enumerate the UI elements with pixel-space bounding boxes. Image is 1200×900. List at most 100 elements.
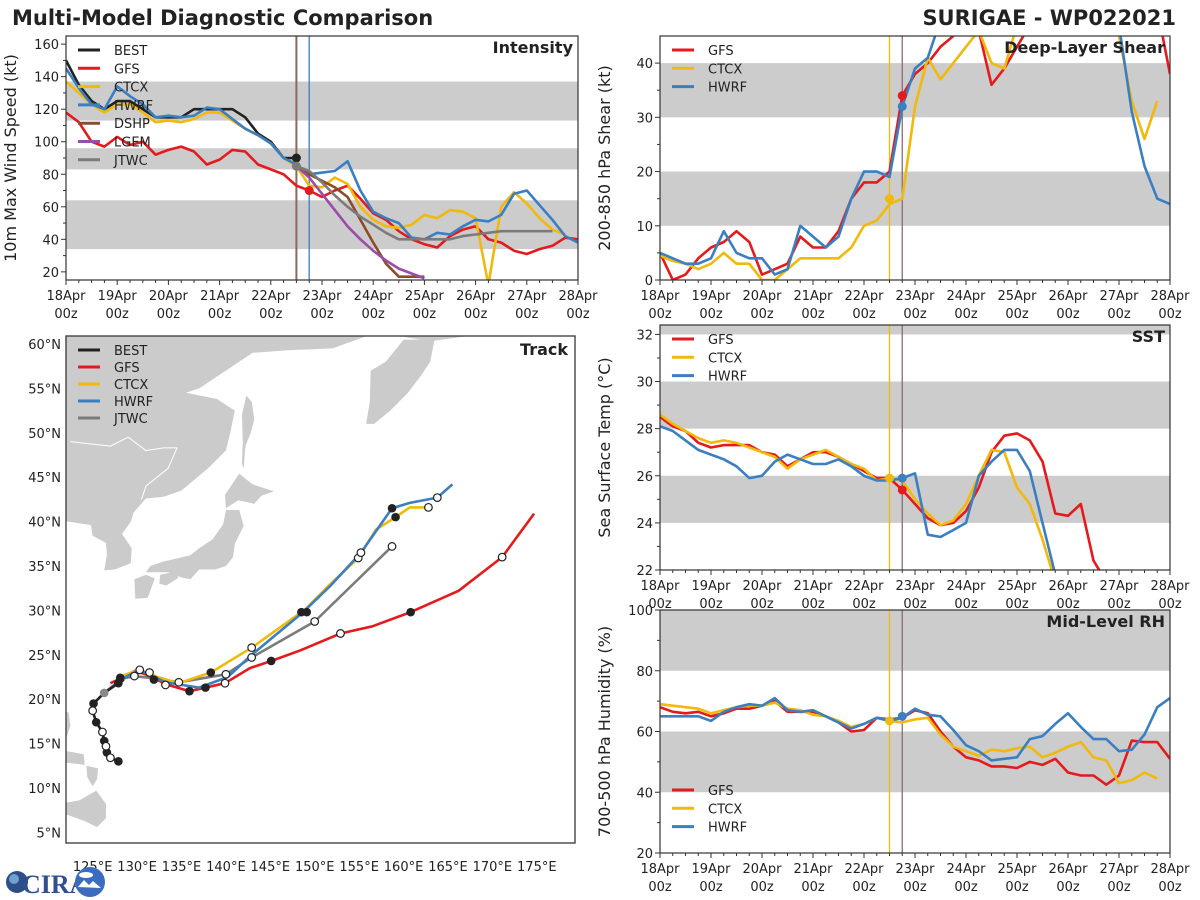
lat-tick-label: 50°N	[28, 427, 61, 442]
land-mass	[225, 473, 274, 509]
legend-label-hwrf: HWRF	[114, 99, 153, 114]
track-point-filled	[387, 503, 397, 513]
x-tick-label-hour: 00z	[699, 880, 723, 895]
y-tick-label: 80	[636, 665, 653, 680]
legend-label-gfs: GFS	[708, 44, 734, 59]
shear-panel: 0 10 20 30 40 18Apr 00z 19Apr 00z 20Apr 00z 21Apr 00…	[595, 35, 1190, 322]
x-tick-label: 21Apr	[200, 289, 240, 304]
legend-label-hwrf: HWRF	[708, 81, 747, 96]
shaded-band	[660, 325, 1170, 335]
x-tick-label-hour: 00z	[1107, 880, 1131, 895]
series-line-hwrf	[660, 425, 1056, 570]
x-tick-label: 28Apr	[558, 289, 598, 304]
track-point-open	[387, 542, 397, 551]
track-point-filled	[266, 656, 276, 666]
legend-label-ctcx: CTCX	[708, 802, 742, 817]
track-point-filled	[149, 675, 159, 684]
lat-tick-label: 60°N	[28, 338, 61, 353]
panel-title: Track	[520, 340, 568, 359]
track-point-open	[356, 548, 366, 558]
series-line-hwrf	[660, 36, 1170, 276]
x-tick-label-hour: 00z	[750, 307, 774, 322]
x-tick-label: 26Apr	[1048, 862, 1088, 877]
x-tick-label: 26Apr	[1048, 289, 1088, 304]
track-point-open	[247, 643, 257, 653]
shear-plot-area	[660, 36, 1170, 280]
init-marker-hwrf	[897, 101, 907, 111]
legend-label-best: BEST	[114, 44, 147, 59]
x-tick-label: 23Apr	[302, 289, 342, 304]
x-tick-label-hour: 00z	[157, 307, 181, 322]
y-tick-label: 26	[636, 470, 653, 485]
x-tick-label: 27Apr	[1099, 289, 1139, 304]
x-tick-label-hour: 00z	[648, 307, 672, 322]
y-tick-label: 20	[636, 847, 653, 862]
lat-tick-label: 20°N	[28, 693, 61, 708]
y-tick-label: 20	[42, 266, 59, 281]
init-marker-hwrf	[897, 473, 907, 483]
x-tick-label: 21Apr	[793, 579, 833, 594]
legend-label-ctcx: CTCX	[114, 81, 148, 96]
x-tick-label-hour: 00z	[362, 307, 386, 322]
track-point-open	[247, 653, 257, 662]
y-tick-label: 40	[636, 786, 653, 801]
shaded-band	[660, 381, 1170, 429]
x-tick-label: 20Apr	[149, 289, 189, 304]
land-mass	[145, 510, 244, 580]
lon-tick-label: 170°E	[473, 860, 513, 875]
x-tick-label: 27Apr	[1099, 862, 1139, 877]
x-tick-label: 24Apr	[354, 289, 394, 304]
x-tick-label: 19Apr	[691, 862, 731, 877]
series-line-gfs	[660, 36, 1170, 280]
x-tick-label-hour: 00z	[310, 307, 334, 322]
x-tick-label: 22Apr	[251, 289, 291, 304]
track-point-filled	[297, 607, 306, 617]
cira-logo: CIRA	[6, 867, 105, 899]
x-tick-label-hour: 00z	[1056, 307, 1080, 322]
land-mass	[241, 395, 255, 469]
x-tick-label-hour: 00z	[954, 307, 978, 322]
init-marker-ctcx	[885, 194, 894, 204]
lat-tick-label: 55°N	[28, 382, 61, 397]
series-line-hwrf	[66, 67, 578, 244]
storm-id-title: SURIGAE - WP022021	[922, 6, 1176, 30]
x-tick-label: 21Apr	[793, 289, 833, 304]
map-frame	[65, 335, 576, 844]
x-tick-label-hour: 00z	[852, 880, 876, 895]
x-tick-label: 28Apr	[1150, 862, 1190, 877]
land-mass	[66, 336, 469, 571]
x-tick-label: 19Apr	[691, 579, 731, 594]
y-tick-label: 22	[636, 564, 653, 579]
x-tick-label-hour: 00z	[464, 307, 488, 322]
x-tick-label: 21Apr	[793, 862, 833, 877]
track-point-filled	[206, 668, 216, 677]
y-tick-label: 60	[42, 201, 59, 216]
x-tick-label: 22Apr	[844, 579, 884, 594]
lon-tick-label: 160°E	[384, 860, 424, 875]
track-line-hwrf	[111, 483, 454, 689]
land-mass	[66, 790, 106, 827]
x-tick-label-hour: 00z	[852, 597, 876, 612]
x-tick-label: 26Apr	[456, 289, 496, 304]
x-tick-label-hour: 00z	[699, 597, 723, 612]
y-tick-label: 120	[34, 103, 59, 118]
track-plot-area	[66, 336, 536, 827]
x-tick-label-hour: 00z	[106, 307, 130, 322]
lon-tick-label: 140°E	[206, 860, 246, 875]
y-tick-label: 40	[636, 57, 653, 72]
track-point-open	[174, 677, 184, 687]
track-point-open	[497, 552, 507, 562]
series-line-gfs	[66, 111, 578, 256]
track-point-open	[432, 493, 442, 503]
x-tick-label: 25Apr	[997, 289, 1037, 304]
y-axis-label: 10m Max Wind Speed (kt)	[1, 54, 20, 262]
track-panel: 125°E130°E135°E140°E145°E150°E155°E160°E…	[28, 335, 576, 875]
legend-label-dshp: DSHP	[114, 117, 150, 132]
lat-tick-label: 40°N	[28, 516, 61, 531]
panel-title: SST	[1132, 327, 1165, 346]
track-point-open	[88, 706, 98, 716]
lon-tick-label: 150°E	[295, 860, 335, 875]
legend-label-gfs: GFS	[114, 361, 140, 376]
init-marker-hwrf	[897, 711, 907, 721]
